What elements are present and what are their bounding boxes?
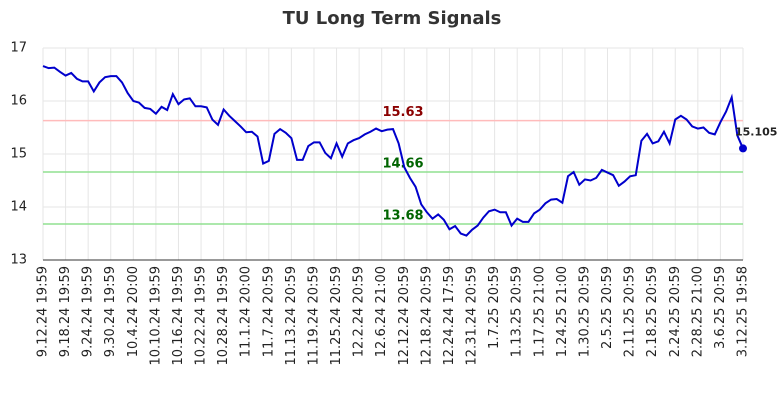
last-value-label: 15.105 — [735, 125, 777, 138]
x-tick-label: 12.24.24 17:59 — [442, 266, 457, 366]
x-tick-label: 11.7.24 20:59 — [261, 266, 276, 357]
x-tick-label: 2.5.25 20:59 — [600, 266, 615, 349]
x-tick-label: 2.24.25 20:59 — [668, 266, 683, 357]
x-tick-label: 9.12.24 19:59 — [36, 266, 51, 357]
x-tick-label: 9.18.24 19:59 — [58, 266, 73, 357]
x-tick-label: 12.2.24 20:59 — [352, 266, 367, 357]
y-tick-label: 15 — [10, 147, 27, 162]
last-point — [739, 144, 747, 153]
x-tick-label: 1.13.25 20:59 — [510, 266, 525, 357]
x-tick-label: 12.31.24 20:59 — [465, 266, 480, 366]
x-tick-label: 1.24.25 21:00 — [555, 266, 570, 357]
x-tick-label: 1.30.25 20:59 — [577, 266, 592, 357]
x-tick-label: 9.30.24 19:59 — [103, 266, 118, 357]
x-tick-label: 2.28.25 21:00 — [690, 266, 705, 357]
x-tick-label: 11.1.24 20:00 — [239, 266, 254, 357]
x-tick-label: 10.10.24 19:59 — [148, 266, 163, 366]
x-tick-label: 10.4.24 20:00 — [126, 266, 141, 357]
y-tick-label: 16 — [10, 94, 27, 109]
x-tick-label: 12.6.24 21:00 — [374, 266, 389, 357]
x-tick-label: 1.7.25 20:59 — [487, 266, 502, 349]
y-tick-label: 13 — [10, 253, 27, 268]
chart-title: TU Long Term Signals — [283, 8, 502, 29]
x-tick-label: 3.6.25 20:59 — [713, 266, 728, 349]
x-tick-label: 10.22.24 19:59 — [194, 266, 209, 366]
x-tick-label: 9.24.24 19:59 — [81, 266, 96, 357]
price-line — [42, 65, 744, 237]
x-tick-label: 10.16.24 19:59 — [171, 266, 186, 366]
x-tick-label: 11.19.24 20:59 — [306, 266, 321, 366]
x-tick-label: 11.25.24 20:59 — [329, 266, 344, 366]
x-tick-label: 1.17.25 21:00 — [532, 266, 547, 357]
x-tick-label: 2.11.25 20:59 — [623, 266, 638, 357]
y-tick-label: 17 — [10, 41, 27, 56]
x-tick-label: 10.28.24 19:59 — [216, 266, 231, 366]
signal-label: 15.63 — [382, 105, 423, 120]
x-tick-label: 12.12.24 20:59 — [397, 266, 412, 366]
x-tick-label: 11.13.24 20:59 — [284, 266, 299, 366]
signal-label: 13.68 — [382, 208, 423, 223]
x-tick-label: 2.18.25 20:59 — [645, 266, 660, 357]
x-tick-label: 12.18.24 20:59 — [419, 266, 434, 366]
x-tick-label: 3.12.25 19:58 — [736, 266, 751, 357]
y-tick-label: 14 — [10, 200, 27, 215]
